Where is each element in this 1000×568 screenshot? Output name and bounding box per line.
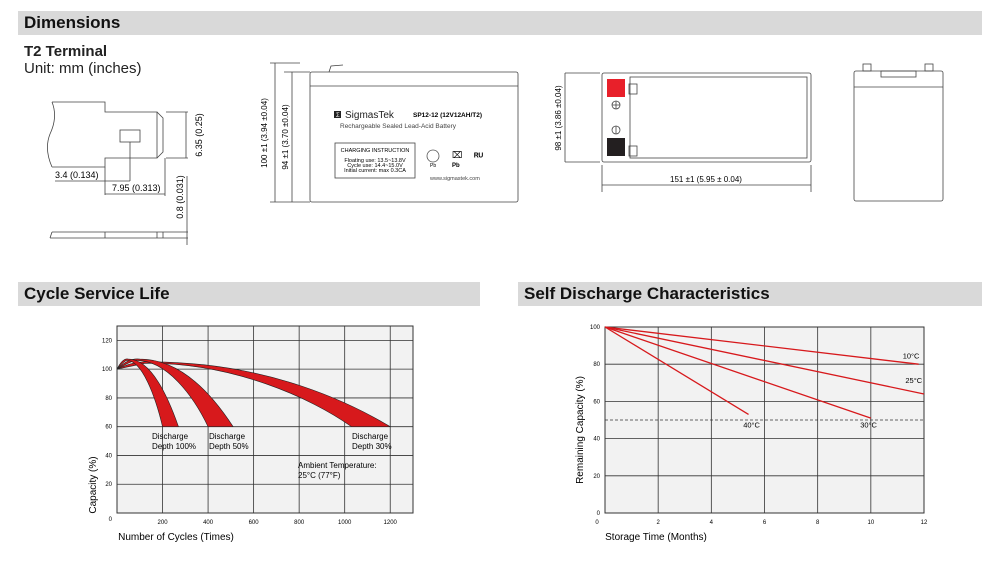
negative-terminal (607, 138, 625, 156)
positive-terminal (607, 79, 625, 97)
cycle-y-label: Capacity (%) (88, 456, 99, 513)
series-label: 30°C (860, 420, 877, 429)
pb-label-2: Pb (452, 163, 460, 169)
x-tick-label: 8 (816, 520, 820, 526)
x-tick-label: 0 (595, 520, 599, 526)
y-tick-label: 80 (105, 396, 112, 402)
terminal-title: T2 Terminal (24, 43, 108, 60)
ambient-annotation-value: 25°C (77°F) (298, 471, 341, 480)
brand-logo (334, 111, 341, 118)
cycle-life-chart: 200 400 600 800 1000 1200 0 20 40 60 80 100 120 Capa… (88, 325, 414, 543)
floating-use: Floating use: 13.5~13.8V (344, 158, 406, 164)
battery-front-drawing (270, 62, 519, 203)
capacity-band (116, 358, 179, 427)
x-tick-label: 600 (249, 520, 260, 526)
dim-7-95: 7.95 (0.313) (112, 183, 161, 193)
y-tick-label: 60 (593, 399, 600, 405)
sd-x-label: Storage Time (Months) (605, 532, 707, 543)
x-tick-label: 6 (763, 520, 767, 526)
section-header-cycle-life: Cycle Service Life (18, 282, 480, 306)
series-label: 25°C (905, 376, 922, 385)
dim-0-8: 0.8 (0.031) (175, 175, 185, 219)
x-tick-label: 400 (203, 520, 214, 526)
sd-y-label: Remaining Capacity (%) (575, 376, 586, 484)
unit-label: Unit: mm (inches) (24, 60, 142, 77)
cycle-use: Cycle use: 14.4~15.0V (347, 163, 403, 169)
series-line (604, 326, 919, 365)
pb-label: Pb (430, 163, 436, 169)
bin-icon: ⌧ (452, 150, 462, 160)
model-label: SP12-12 (12V12AH/T2) (413, 112, 482, 119)
section-header-dimensions: Dimensions (18, 11, 982, 35)
dimension-drawings: 6.35 (0.25) 3.4 (0.134) 7.95 (0.313) 0.8… (47, 62, 944, 245)
series-label: 40°C (743, 420, 760, 429)
y-tick-label: 0 (597, 511, 601, 517)
terminal-drawing (47, 101, 188, 245)
series-line (604, 326, 872, 419)
x-tick-label: 1200 (384, 520, 398, 526)
dim-98: 98 ±1 (3.86 ±0.04) (554, 85, 563, 151)
y-tick-label: 80 (593, 362, 600, 368)
brand-name: SigmasTek (345, 110, 395, 121)
dim-6-35: 6.35 (0.25) (194, 113, 204, 157)
ul-icon: ᴿᵁ (474, 152, 484, 163)
website: www.sigmastek.com (429, 176, 480, 182)
y-tick-label: 120 (102, 338, 113, 344)
dim-94: 94 ±1 (3.70 ±0.04) (281, 104, 290, 170)
x-tick-label: 2 (656, 520, 660, 526)
initial-current: Initial current: max 0.3CA (344, 168, 406, 174)
y-tick-label: 60 (105, 425, 112, 431)
charging-title: CHARGING INSTRUCTION (341, 148, 410, 154)
x-tick-label: 800 (294, 520, 305, 526)
y-tick-label: 0 (109, 517, 113, 523)
battery-top-drawing (564, 63, 944, 202)
recycle-icon (426, 149, 440, 163)
series-label: Discharge (352, 432, 389, 441)
series-label: Discharge (152, 432, 189, 441)
series-line (604, 326, 925, 395)
y-tick-label: 20 (105, 482, 112, 488)
dim-151: 151 ±1 (5.95 ± 0.04) (670, 175, 742, 184)
y-tick-label: 20 (593, 474, 600, 480)
series-label: Depth 30% (352, 442, 392, 451)
y-tick-label: 40 (593, 437, 600, 443)
dim-3-4: 3.4 (0.134) (55, 170, 99, 180)
y-tick-label: 100 (590, 325, 601, 331)
self-discharge-chart: 0 2 4 6 8 10 12 0 20 40 60 80 100 10°C 25°C 30°C 40°C Re… (575, 325, 928, 543)
series-label: Discharge (209, 432, 246, 441)
x-tick-label: 200 (158, 520, 169, 526)
y-tick-label: 100 (102, 367, 113, 373)
y-tick-label: 40 (105, 453, 112, 459)
series-label: Depth 100% (152, 442, 196, 451)
series-line (604, 326, 749, 415)
cycle-x-label: Number of Cycles (Times) (118, 532, 234, 543)
dim-100: 100 ±1 (3.94 ±0.04) (260, 98, 269, 168)
x-tick-label: 4 (710, 520, 714, 526)
series-label: 10°C (903, 352, 920, 361)
svg-text:Σ: Σ (336, 113, 340, 119)
x-tick-label: 10 (867, 520, 874, 526)
series-label: Depth 50% (209, 442, 249, 451)
section-header-self-discharge: Self Discharge Characteristics (518, 282, 982, 306)
x-tick-label: 12 (921, 520, 928, 526)
battery-subtitle: Rechargeable Sealed Lead-Acid Battery (340, 123, 457, 130)
ambient-annotation: Ambient Temperature: (298, 461, 377, 470)
x-tick-label: 1000 (338, 520, 352, 526)
